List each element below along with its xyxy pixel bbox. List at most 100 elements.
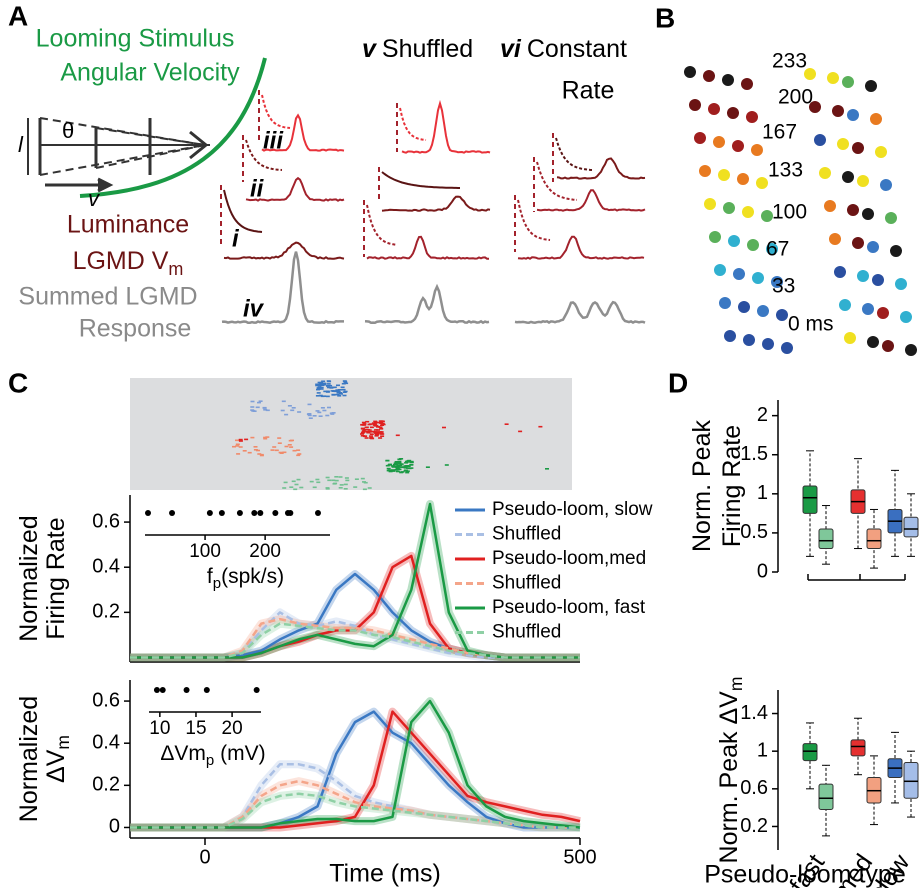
- frame-dot: [703, 70, 715, 82]
- spike: [257, 401, 261, 404]
- y-tick-label: 1: [757, 739, 768, 761]
- x-axis-label: Pseudo-loom type: [704, 861, 906, 888]
- spike: [362, 423, 367, 425]
- raster: [232, 380, 549, 491]
- frame-dot: [752, 272, 764, 284]
- frame-dot: [865, 80, 877, 92]
- spike: [315, 395, 320, 397]
- spike: [368, 423, 373, 425]
- trace: [261, 113, 345, 152]
- spike: [376, 429, 380, 431]
- spike: [312, 486, 317, 489]
- spike: [316, 388, 320, 391]
- spike: [327, 380, 332, 383]
- spike: [398, 466, 403, 468]
- frame-dot: [719, 297, 731, 309]
- spike: [270, 449, 275, 451]
- box: [818, 783, 834, 811]
- spike: [277, 437, 282, 439]
- frame-dot: [819, 167, 831, 179]
- spike: [296, 449, 301, 451]
- spike: [335, 389, 340, 391]
- spike: [283, 481, 288, 484]
- frame-dot: [724, 330, 736, 342]
- spike: [331, 479, 336, 482]
- spike: [309, 480, 314, 483]
- inset-dot: [153, 687, 160, 693]
- stimulus-label: Looming Stimulus: [36, 25, 235, 53]
- spike: [386, 467, 391, 470]
- y-axis-label: Normalized: [15, 515, 43, 641]
- spike: [365, 431, 370, 433]
- spike: [390, 469, 395, 471]
- luminance-trace: [261, 94, 291, 129]
- frame-dot: [809, 101, 821, 113]
- spike: [374, 432, 379, 435]
- spike: [380, 435, 385, 437]
- spike: [376, 425, 381, 428]
- spike: [360, 427, 365, 430]
- inset-tick-label: 10: [149, 718, 170, 739]
- spike: [330, 390, 335, 392]
- spike: [362, 424, 367, 426]
- inset-dot: [272, 510, 279, 516]
- label-text: (mV): [214, 742, 265, 765]
- spike: [336, 390, 341, 393]
- spike: [344, 477, 349, 479]
- legend-label: Shuffled: [492, 622, 561, 643]
- spike: [238, 440, 243, 442]
- y-tick-label: 1: [757, 482, 768, 504]
- frame-dot: [872, 274, 884, 286]
- frame-dot: [684, 66, 696, 78]
- trace: [366, 235, 489, 260]
- time-label: 0 ms: [788, 313, 834, 336]
- frame-dot: [900, 311, 912, 323]
- y-tick-label: 0.2: [92, 601, 120, 623]
- label-text: (spk/s): [221, 565, 284, 588]
- spike: [371, 422, 376, 424]
- frame-dot: [704, 198, 716, 210]
- spike: [342, 394, 347, 397]
- time-label: 133: [768, 159, 803, 182]
- traces: [220, 90, 646, 325]
- luminance-trace: [399, 107, 427, 141]
- frame-dot: [842, 76, 854, 88]
- spike: [259, 453, 264, 456]
- label-text: Firing Rate: [718, 425, 746, 547]
- y-tick-label: 0: [109, 816, 120, 838]
- spike: [339, 393, 343, 395]
- frame-dot: [761, 210, 773, 222]
- spike: [242, 450, 247, 452]
- label-text: Normalized: [15, 515, 43, 641]
- y-tick-label: 0: [757, 560, 768, 582]
- frame-dot: [708, 103, 720, 115]
- spike: [385, 459, 390, 462]
- spike: [343, 390, 348, 393]
- box: [903, 516, 919, 538]
- inset-dot: [159, 687, 166, 693]
- frame-dot: [867, 336, 879, 348]
- spike: [272, 446, 277, 448]
- spike: [337, 389, 342, 391]
- frame-dot: [885, 212, 897, 224]
- frame-dot: [857, 270, 869, 282]
- legend-label: Shuffled: [492, 524, 561, 545]
- spike: [323, 390, 328, 393]
- spike: [360, 435, 365, 437]
- spike: [386, 469, 391, 472]
- frame-dot: [804, 68, 816, 80]
- spike: [318, 394, 323, 397]
- spike: [518, 430, 523, 433]
- summed-label: Summed LGMD: [18, 283, 197, 311]
- spike: [255, 406, 260, 409]
- spike: [341, 388, 346, 391]
- lgmd-text: LGMD V: [73, 247, 169, 275]
- spike: [333, 390, 338, 393]
- panel-label: D: [668, 367, 688, 398]
- spike: [343, 380, 348, 383]
- spike: [318, 415, 323, 417]
- trace: [381, 195, 491, 212]
- spike: [250, 436, 255, 439]
- box: [903, 761, 919, 799]
